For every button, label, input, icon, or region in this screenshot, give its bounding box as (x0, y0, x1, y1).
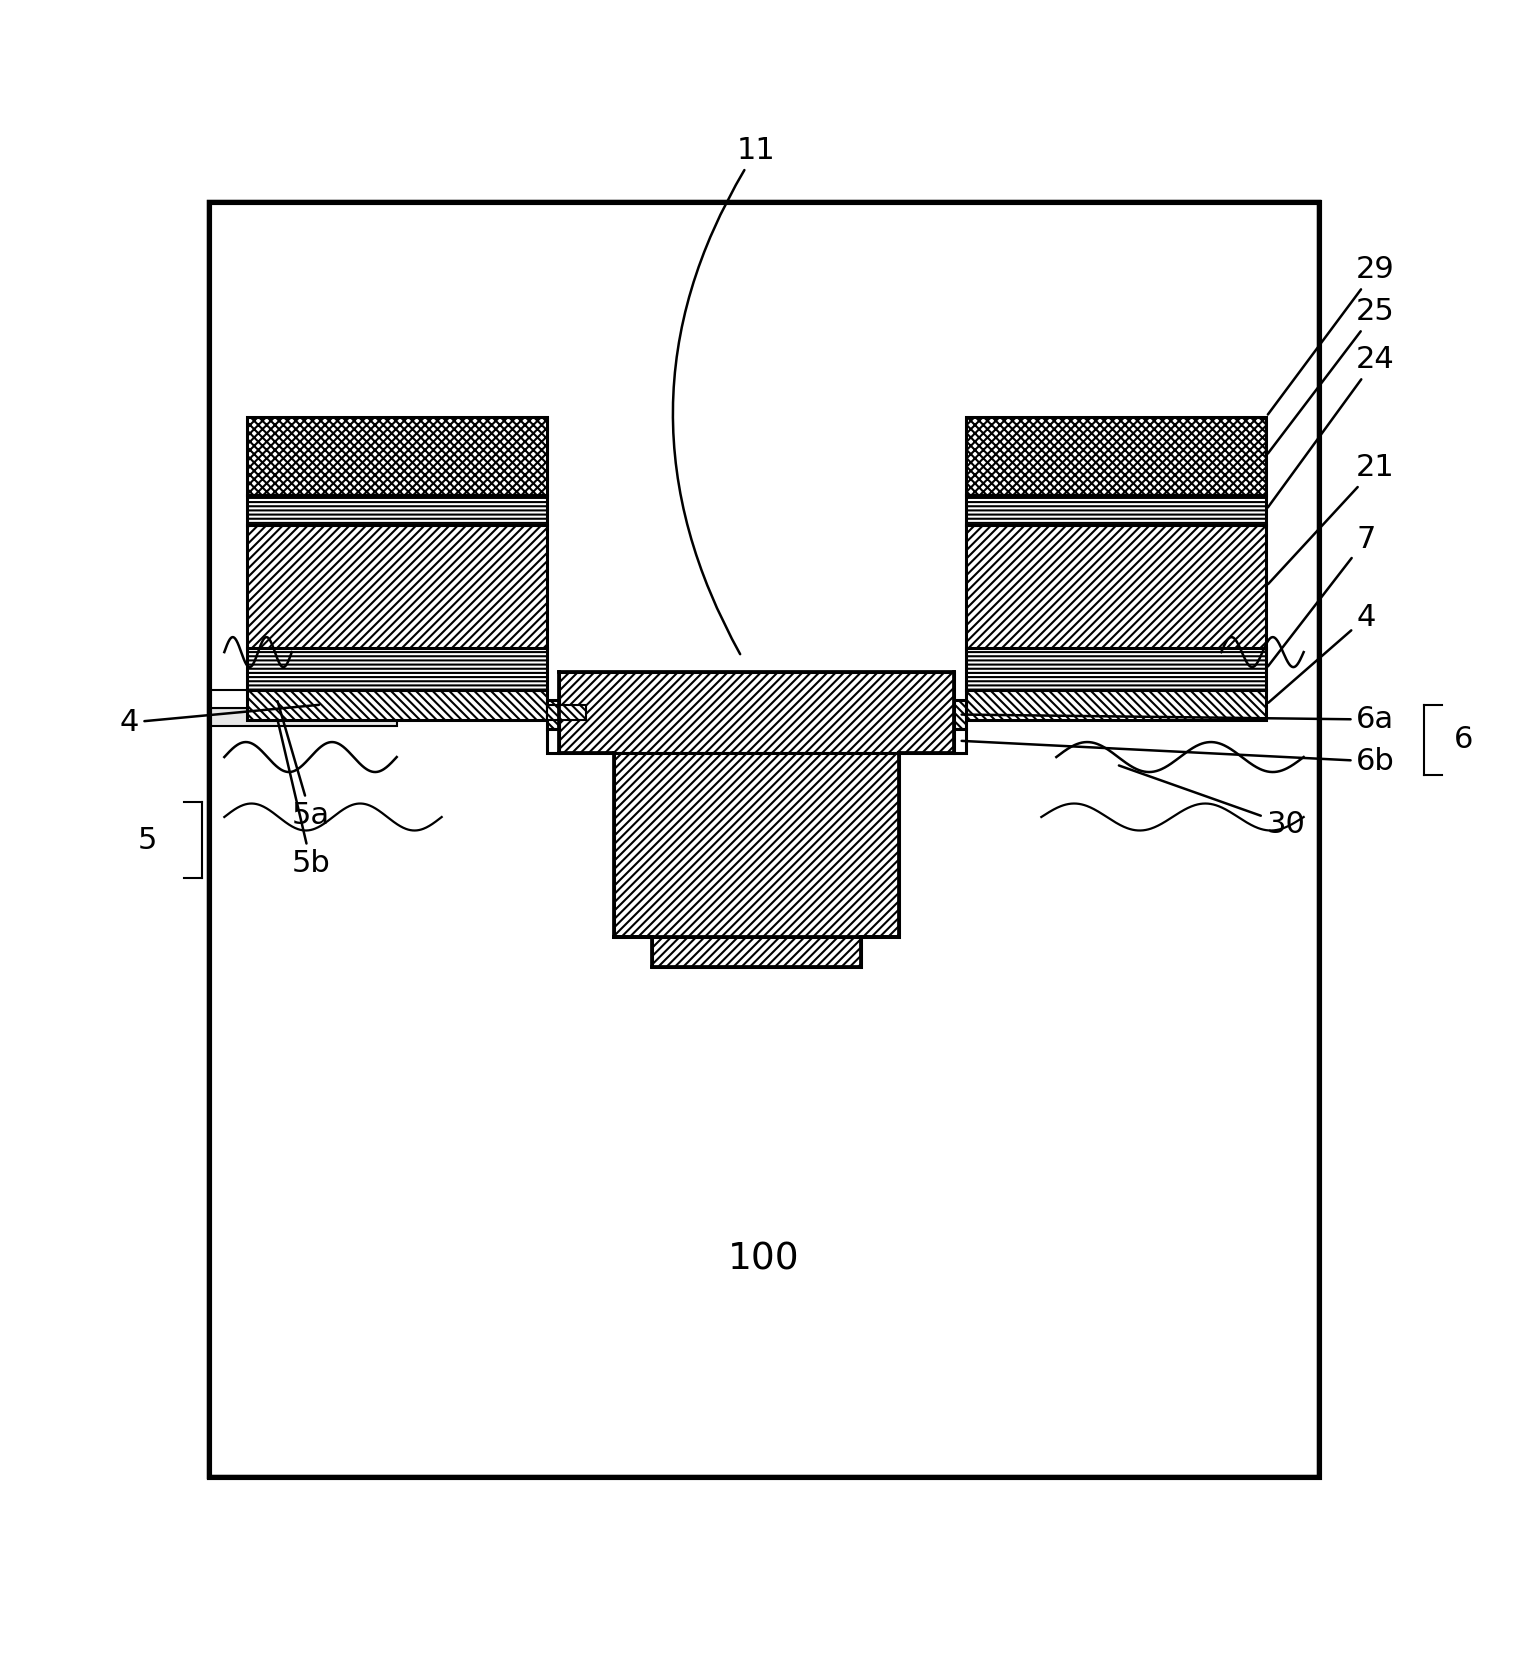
Bar (209, 690, 396, 707)
Bar (614, 752, 899, 937)
Text: 24: 24 (1268, 346, 1395, 507)
Text: 5a: 5a (277, 702, 330, 829)
Bar (967, 416, 1266, 495)
Text: 5: 5 (138, 826, 157, 855)
Text: 6a: 6a (962, 705, 1395, 734)
Bar (209, 203, 1319, 1476)
Bar (955, 700, 967, 729)
Bar (247, 495, 546, 524)
Bar (967, 495, 1266, 524)
Text: 5b: 5b (277, 719, 330, 878)
Text: 100: 100 (728, 1241, 800, 1278)
Bar (247, 690, 546, 720)
Text: 11: 11 (673, 136, 776, 655)
Text: 25: 25 (1268, 297, 1395, 453)
Bar (546, 705, 587, 720)
Bar (967, 524, 1266, 648)
Bar (209, 203, 1319, 1476)
Text: 29: 29 (1268, 255, 1395, 415)
Bar (652, 937, 861, 967)
Bar (967, 648, 1266, 690)
Bar (546, 729, 558, 752)
Text: 4: 4 (120, 705, 319, 737)
Text: 6b: 6b (962, 740, 1395, 776)
Text: 6: 6 (1454, 725, 1474, 754)
Bar (558, 672, 955, 752)
Bar (247, 416, 546, 495)
Text: 7: 7 (1268, 526, 1375, 667)
Text: 21: 21 (1268, 453, 1395, 584)
Bar (967, 690, 1266, 720)
Bar (247, 524, 546, 648)
Bar (247, 648, 546, 690)
Bar (546, 700, 558, 729)
Bar (955, 729, 967, 752)
Bar (209, 707, 396, 725)
Text: 4: 4 (1268, 603, 1375, 704)
Text: 30: 30 (1120, 766, 1306, 840)
